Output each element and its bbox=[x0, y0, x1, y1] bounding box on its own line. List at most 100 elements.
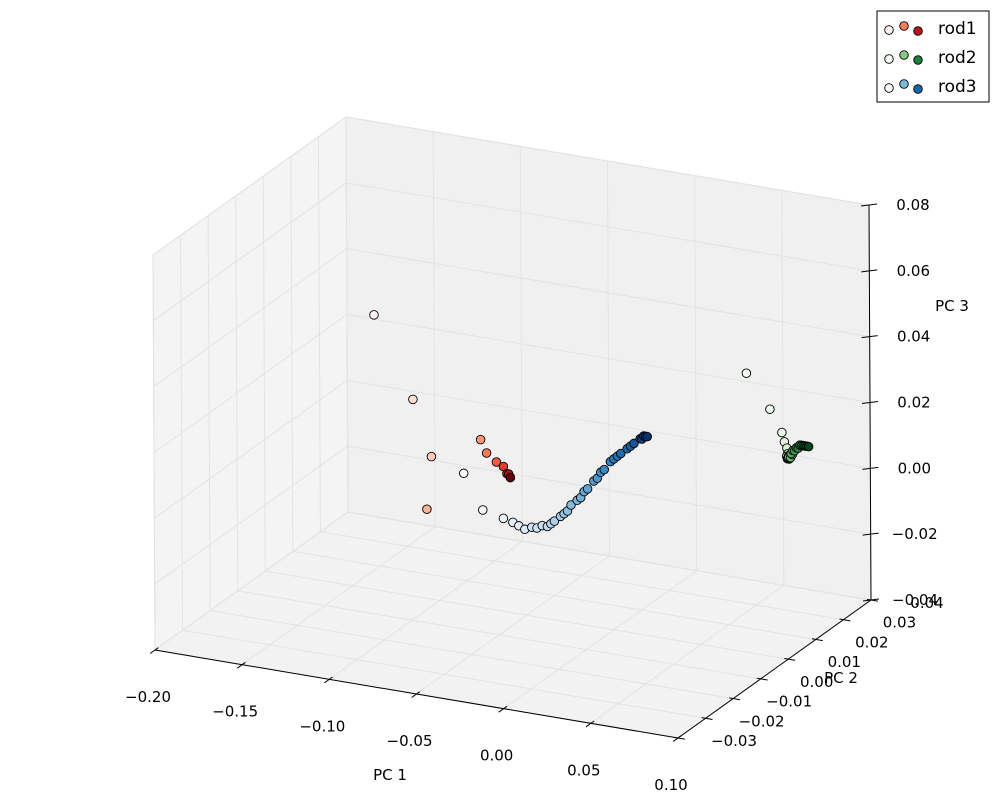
y-tick-label: −0.03 bbox=[711, 732, 757, 750]
x-tick-label: 0.10 bbox=[654, 776, 687, 794]
z-grid-line-left bbox=[154, 445, 348, 585]
y-tick-label: 0.01 bbox=[828, 653, 861, 671]
data-point bbox=[408, 394, 418, 405]
z-tick-mark bbox=[861, 269, 878, 273]
legend-entry-rod3: rod3 bbox=[884, 77, 977, 97]
x-tick-label: 0.00 bbox=[480, 747, 513, 765]
data-point bbox=[582, 484, 593, 494]
y-tick-label: 0.03 bbox=[883, 614, 916, 632]
legend-label: rod2 bbox=[938, 48, 977, 68]
series-rod3 bbox=[458, 431, 652, 535]
y-tick-mark bbox=[701, 717, 713, 720]
z-grid-line-right bbox=[346, 182, 870, 272]
x-tick-mark bbox=[498, 705, 508, 713]
y-tick-mark bbox=[673, 736, 685, 740]
series-rod1 bbox=[369, 310, 516, 514]
data-point bbox=[599, 464, 609, 475]
z-tick-mark bbox=[860, 203, 878, 207]
z-tick-mark bbox=[862, 532, 879, 536]
x-axis-ticks: −0.20 −0.15 −0.10 −0.05 0.00 0.05 0.10 bbox=[125, 647, 688, 794]
y-tick-mark bbox=[811, 638, 823, 642]
x-tick-label: −0.15 bbox=[212, 703, 258, 721]
legend-marker bbox=[913, 55, 923, 65]
z-tick-label: −0.04 bbox=[892, 591, 938, 609]
z-axis-ticks: −0.04 −0.02 0.00 0.02 0.04 0.06 0.08 bbox=[860, 196, 938, 609]
data-point bbox=[422, 504, 432, 514]
z-tick-label: −0.02 bbox=[892, 525, 938, 543]
y-grid-line-floor bbox=[182, 629, 706, 719]
z-grid-line-right bbox=[346, 248, 870, 338]
y-tick-label: 0.02 bbox=[855, 633, 888, 651]
z-tick-mark bbox=[862, 466, 879, 470]
x-grid-line-floor bbox=[416, 555, 610, 695]
z-tick-label: 0.04 bbox=[897, 328, 930, 346]
legend-marker bbox=[884, 83, 894, 93]
x-tick-mark bbox=[149, 647, 159, 654]
y-axis-ticks: −0.03 −0.02−0.01 0.00 0.01 0.020.03 0.04 bbox=[673, 594, 944, 750]
y-axis-line bbox=[677, 599, 872, 739]
y-tick-mark bbox=[756, 677, 768, 681]
y-tick-label: 0.00 bbox=[800, 673, 833, 691]
data-point bbox=[549, 516, 560, 526]
data-point bbox=[616, 448, 626, 459]
data-point bbox=[481, 448, 492, 458]
z-tick-label: 0.02 bbox=[897, 394, 930, 412]
grid-lines bbox=[152, 116, 872, 739]
z-grid-line-left bbox=[153, 182, 347, 322]
x-tick-label: 0.05 bbox=[567, 761, 600, 779]
data-point bbox=[369, 310, 379, 320]
z-grid-line-left bbox=[153, 248, 347, 388]
data-point bbox=[566, 500, 576, 510]
legend-marker bbox=[899, 21, 909, 31]
data-point bbox=[741, 368, 752, 378]
legend-marker bbox=[913, 26, 923, 36]
legend-label: rod3 bbox=[938, 77, 977, 97]
x-grid-line-floor bbox=[329, 540, 523, 680]
y-tick-label: −0.02 bbox=[739, 712, 785, 730]
x-tick-mark bbox=[672, 735, 682, 742]
z-grid-line-left bbox=[154, 511, 349, 651]
x-grid-line-floor bbox=[590, 584, 785, 724]
x-tick-mark bbox=[324, 676, 333, 684]
z-tick-mark bbox=[861, 401, 879, 404]
z-tick-mark bbox=[862, 598, 880, 602]
data-points bbox=[369, 310, 814, 535]
legend-frame bbox=[876, 10, 990, 103]
y-grid-line-floor bbox=[320, 531, 844, 621]
data-point bbox=[475, 434, 486, 445]
y-grid-line-floor bbox=[210, 610, 734, 700]
z-grid-line-left bbox=[154, 379, 348, 519]
data-point bbox=[777, 427, 787, 438]
z-grid-line-left bbox=[152, 116, 347, 256]
z-tick-label: 0.06 bbox=[897, 262, 930, 280]
x-tick-label: −0.20 bbox=[125, 688, 171, 706]
x-tick-mark bbox=[411, 691, 421, 698]
z-grid-line-left bbox=[153, 314, 348, 453]
data-point bbox=[629, 438, 639, 449]
y-grid-line-floor bbox=[292, 550, 816, 640]
data-point bbox=[426, 451, 437, 462]
z-tick-mark bbox=[861, 335, 878, 339]
z-grid-line-right bbox=[345, 116, 870, 206]
y-grid-line-floor bbox=[237, 590, 761, 680]
legend-entry-rod2: rod2 bbox=[884, 48, 977, 68]
y-axis-label: PC 2 bbox=[824, 669, 858, 687]
y-tick-mark bbox=[839, 618, 851, 622]
series-rod2 bbox=[741, 368, 814, 464]
legend-marker bbox=[899, 50, 909, 60]
legend-label: rod1 bbox=[938, 19, 977, 39]
legend-marker bbox=[899, 79, 909, 89]
legend-entry-rod1: rod1 bbox=[884, 19, 977, 39]
data-point bbox=[765, 404, 775, 414]
data-point bbox=[498, 513, 509, 524]
x-grid-line-floor bbox=[503, 570, 697, 710]
legend-marker bbox=[884, 25, 894, 35]
data-point bbox=[642, 431, 652, 442]
axes-panes bbox=[152, 116, 873, 739]
x-grid-line-floor bbox=[241, 526, 436, 666]
x-tick-label: −0.10 bbox=[299, 717, 345, 735]
x-tick-mark bbox=[585, 720, 595, 728]
z-grid-line-right bbox=[347, 445, 871, 535]
data-point bbox=[803, 441, 814, 452]
